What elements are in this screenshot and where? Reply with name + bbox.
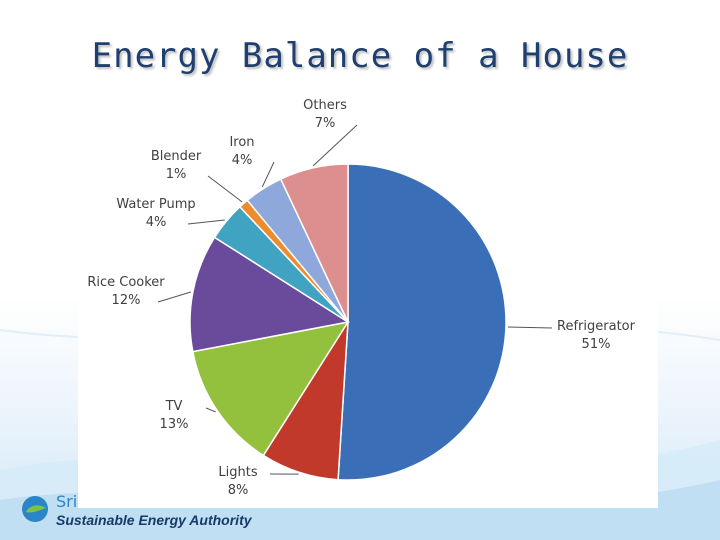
slice-percent-rice-cooker: 12% <box>112 293 141 308</box>
slice-percent-iron: 4% <box>232 153 253 168</box>
slice-percent-blender: 1% <box>166 167 187 182</box>
pie-slice-others <box>279 163 349 323</box>
slice-label-lights: Lights <box>218 465 257 480</box>
slice-label-refrigerator: Refrigerator <box>557 319 636 334</box>
slice-label-others: Others <box>303 98 347 113</box>
leader-line-rice-cooker <box>157 291 191 303</box>
slice-label-iron: Iron <box>229 135 254 150</box>
leader-line-tv <box>205 407 216 413</box>
slide-title: Energy Balance of a House <box>91 36 629 76</box>
slice-percent-tv: 13% <box>160 417 189 432</box>
logo-bottom-text: Sustainable Energy Authority <box>56 512 252 528</box>
slice-percent-water-pump: 4% <box>146 215 167 230</box>
leader-line-others <box>312 124 358 167</box>
chart-panel: Refrigerator 51% Lights 8% TV 13% Rice Cooker 1… <box>78 84 658 508</box>
slice-label-rice-cooker: Rice Cooker <box>87 275 165 290</box>
pie-slice-rice-cooker <box>189 236 351 353</box>
slice-percent-refrigerator: 51% <box>582 337 611 352</box>
pie-slice-refrigerator <box>337 163 507 481</box>
logo-top-text: Sri <box>56 492 78 511</box>
leaf-globe-icon <box>22 496 48 522</box>
leader-line-iron <box>261 161 275 188</box>
slice-label-tv: TV <box>165 399 183 414</box>
slice-label-water-pump: Water Pump <box>116 197 195 212</box>
slice-label-blender: Blender <box>151 149 202 164</box>
organization-logo: Sri Sustainable Energy Authority <box>16 492 276 536</box>
leader-line-refrigerator <box>507 326 553 329</box>
slice-percent-others: 7% <box>315 116 336 131</box>
leader-line-blender <box>207 175 243 203</box>
pie-chart: Refrigerator 51% Lights 8% TV 13% Rice Cooker 1… <box>87 98 636 498</box>
slice-percent-lights: 8% <box>228 483 249 498</box>
leader-line-water-pump <box>187 219 225 225</box>
pie-slice-tv <box>191 320 350 457</box>
